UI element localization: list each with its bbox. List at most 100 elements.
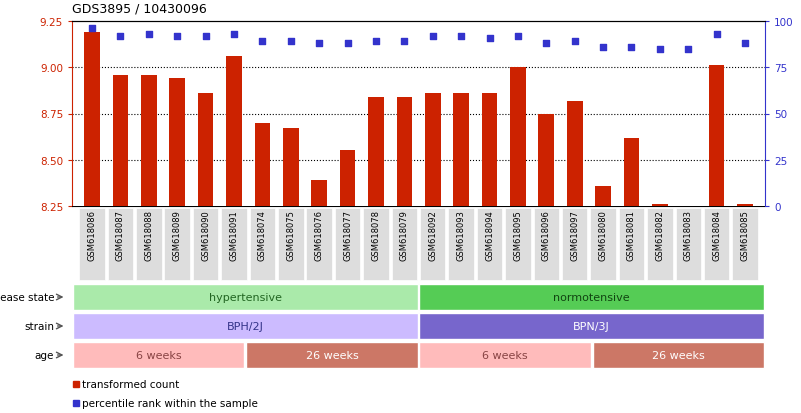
Text: GSM618076: GSM618076 [315, 209, 324, 260]
Text: GSM618075: GSM618075 [286, 209, 296, 260]
FancyBboxPatch shape [704, 208, 730, 280]
Bar [283, 129, 299, 206]
FancyBboxPatch shape [164, 208, 190, 280]
Text: GSM618085: GSM618085 [741, 209, 750, 260]
Bar [681, 206, 696, 208]
Point [512, 33, 525, 40]
Text: GSM618077: GSM618077 [343, 209, 352, 260]
FancyBboxPatch shape [136, 208, 162, 280]
Point [455, 33, 468, 40]
Point [483, 35, 496, 42]
Point [540, 41, 553, 47]
Point [256, 39, 269, 45]
Text: GSM618089: GSM618089 [173, 209, 182, 260]
Point [171, 33, 183, 40]
Bar [84, 33, 100, 206]
Text: GSM618093: GSM618093 [457, 209, 465, 260]
Point [398, 39, 411, 45]
Bar [396, 97, 413, 206]
Bar [169, 79, 185, 206]
Point [597, 45, 610, 51]
FancyBboxPatch shape [306, 208, 332, 280]
Text: 6 weeks: 6 weeks [482, 350, 528, 360]
Text: 6 weeks: 6 weeks [136, 350, 182, 360]
Point [682, 46, 694, 53]
FancyBboxPatch shape [392, 208, 417, 280]
Text: age: age [34, 350, 54, 360]
FancyBboxPatch shape [363, 208, 388, 280]
Bar [567, 101, 582, 206]
Bar [340, 151, 356, 206]
Point [227, 31, 240, 38]
Point [710, 31, 723, 38]
Text: GSM618079: GSM618079 [400, 209, 409, 260]
FancyBboxPatch shape [73, 313, 417, 339]
Bar [481, 94, 497, 206]
FancyBboxPatch shape [420, 313, 764, 339]
Bar [595, 186, 611, 206]
Text: GSM618092: GSM618092 [429, 209, 437, 260]
FancyBboxPatch shape [647, 208, 673, 280]
FancyBboxPatch shape [533, 208, 559, 280]
Text: GSM618086: GSM618086 [87, 209, 96, 260]
Bar [652, 205, 668, 206]
Text: GSM618095: GSM618095 [513, 209, 522, 260]
Text: GSM618091: GSM618091 [229, 209, 239, 260]
Bar [709, 66, 724, 206]
FancyBboxPatch shape [278, 208, 304, 280]
Bar [226, 57, 242, 206]
Text: GSM618096: GSM618096 [541, 209, 551, 260]
Text: GSM618088: GSM618088 [144, 209, 153, 260]
FancyBboxPatch shape [250, 208, 275, 280]
FancyBboxPatch shape [246, 342, 417, 368]
FancyBboxPatch shape [590, 208, 616, 280]
FancyBboxPatch shape [420, 285, 764, 310]
Bar [113, 76, 128, 206]
FancyBboxPatch shape [335, 208, 360, 280]
Bar [141, 76, 156, 206]
Text: transformed count: transformed count [83, 379, 179, 389]
Bar [538, 114, 554, 206]
Text: GDS3895 / 10430096: GDS3895 / 10430096 [72, 3, 207, 16]
Text: BPN/3J: BPN/3J [574, 321, 610, 331]
FancyBboxPatch shape [73, 342, 244, 368]
FancyBboxPatch shape [477, 208, 502, 280]
FancyBboxPatch shape [449, 208, 474, 280]
Text: GSM618082: GSM618082 [655, 209, 664, 260]
FancyBboxPatch shape [593, 342, 764, 368]
Text: 26 weeks: 26 weeks [305, 350, 358, 360]
Point [143, 31, 155, 38]
Text: GSM618094: GSM618094 [485, 209, 494, 260]
Bar [255, 123, 270, 206]
Text: GSM618090: GSM618090 [201, 209, 210, 260]
Point [654, 46, 666, 53]
FancyBboxPatch shape [221, 208, 247, 280]
FancyBboxPatch shape [505, 208, 531, 280]
Bar [510, 68, 525, 206]
FancyBboxPatch shape [193, 208, 219, 280]
Bar [425, 94, 441, 206]
FancyBboxPatch shape [618, 208, 644, 280]
Text: disease state: disease state [0, 292, 54, 302]
Text: hypertensive: hypertensive [209, 292, 282, 302]
Bar [737, 205, 753, 206]
Bar [368, 97, 384, 206]
Point [86, 26, 99, 33]
FancyBboxPatch shape [79, 208, 105, 280]
Point [114, 33, 127, 40]
FancyBboxPatch shape [420, 342, 591, 368]
Bar [312, 180, 327, 206]
Text: GSM618083: GSM618083 [684, 209, 693, 260]
Point [312, 41, 325, 47]
Bar [453, 94, 469, 206]
Bar [624, 138, 639, 206]
Point [568, 39, 581, 45]
Text: strain: strain [24, 321, 54, 331]
FancyBboxPatch shape [73, 285, 417, 310]
Text: 26 weeks: 26 weeks [652, 350, 705, 360]
Text: percentile rank within the sample: percentile rank within the sample [83, 398, 259, 408]
Point [284, 39, 297, 45]
FancyBboxPatch shape [675, 208, 701, 280]
Text: GSM618097: GSM618097 [570, 209, 579, 260]
FancyBboxPatch shape [420, 208, 445, 280]
